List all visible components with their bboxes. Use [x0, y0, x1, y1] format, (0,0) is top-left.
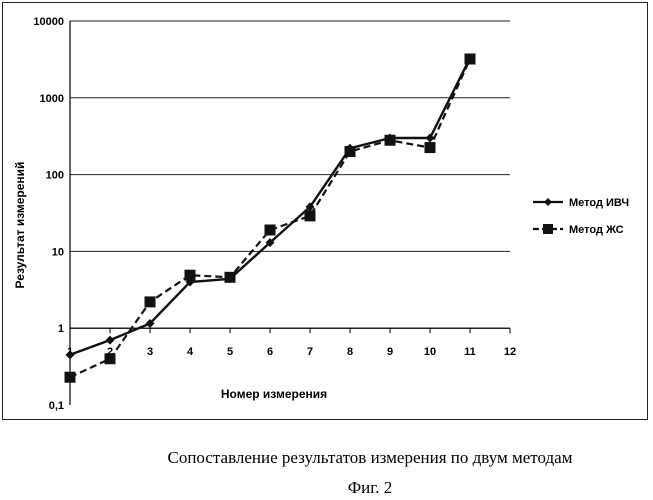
data-point-diamond	[265, 238, 275, 248]
x-tick-label: 7	[307, 346, 313, 358]
data-point-square	[264, 224, 276, 236]
x-axis-title: Номер измерения	[221, 387, 327, 401]
y-tick-label: 10	[52, 246, 64, 258]
series-line-2	[69, 58, 472, 379]
data-point-square	[224, 271, 236, 283]
x-tick-label: 5	[227, 346, 233, 358]
x-tick-label: 10	[424, 346, 436, 358]
axes-layer	[69, 21, 511, 405]
data-point-square	[104, 353, 116, 365]
y-tick-label: 10000	[33, 16, 64, 28]
legend-label: Метод ИВЧ	[569, 197, 629, 209]
data-point-square	[344, 145, 356, 157]
data-point-square	[384, 134, 396, 146]
x-tick-label: 4	[187, 346, 194, 358]
legend-marker-diamond	[544, 198, 552, 206]
data-point-square	[144, 296, 156, 308]
y-tick-label: 1	[58, 323, 64, 335]
data-point-diamond	[145, 319, 155, 329]
y-tick-label: 100	[46, 170, 64, 182]
x-tick-label: 1	[67, 346, 73, 358]
figure-frame	[2, 2, 648, 420]
x-tick-label: 3	[147, 346, 153, 358]
data-point-diamond	[425, 133, 435, 143]
data-point-square	[64, 371, 76, 383]
x-tick-label: 6	[267, 346, 273, 358]
figure-caption: Сопоставление результатов измерения по д…	[167, 448, 573, 467]
legend-label: Метод ЖС	[569, 224, 624, 236]
data-point-square	[184, 269, 196, 281]
x-tick-label: 8	[347, 346, 353, 358]
x-tick-label: 2	[107, 346, 113, 358]
x-tick-label: 9	[387, 346, 393, 358]
data-point-square	[464, 53, 476, 65]
data-point-diamond	[305, 202, 315, 212]
x-tick-label: 11	[464, 346, 476, 358]
legend: Метод ИВЧ Метод ЖС	[533, 197, 629, 236]
series-line-1	[69, 57, 472, 356]
figure-number: Фиг. 2	[347, 478, 393, 497]
legend-marker-square	[543, 224, 553, 234]
x-tick-label: 12	[504, 346, 516, 358]
series-layer	[64, 53, 476, 383]
data-point-diamond	[65, 350, 75, 360]
grid-layer	[70, 20, 510, 329]
y-tick-label: 0,1	[49, 400, 64, 412]
y-axis-title: Результат измерений	[13, 162, 27, 289]
data-point-diamond	[105, 335, 115, 345]
data-point-square	[424, 142, 436, 154]
data-point-square	[304, 210, 316, 222]
y-tick-label: 1000	[40, 93, 64, 105]
